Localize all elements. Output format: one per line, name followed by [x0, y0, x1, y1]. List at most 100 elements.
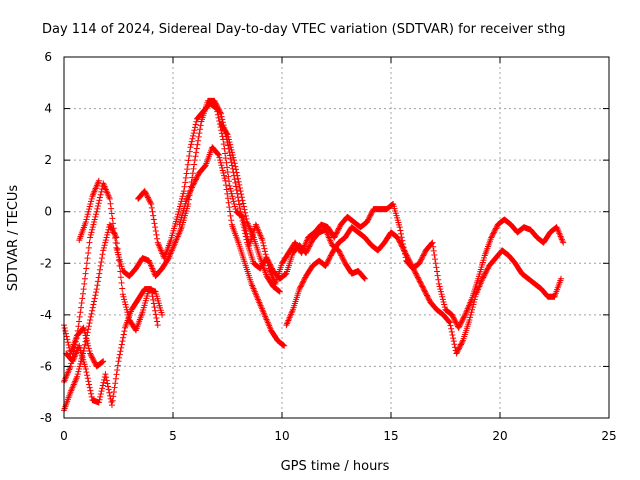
data-point: [191, 127, 198, 134]
data-point: [97, 191, 104, 198]
data-point: [413, 271, 420, 278]
data-point: [240, 216, 247, 223]
data-point: [240, 203, 247, 210]
data-point: [64, 336, 71, 343]
data-point: [197, 122, 204, 129]
data-point: [123, 304, 130, 311]
data-point: [110, 228, 117, 235]
data-point: [88, 229, 95, 236]
data-point: [98, 186, 105, 193]
data-point: [224, 169, 231, 176]
data-point: [118, 341, 125, 348]
data-point: [232, 179, 239, 186]
data-point: [109, 226, 116, 233]
data-point: [192, 121, 199, 128]
data-point: [308, 239, 315, 246]
data-point: [98, 188, 105, 195]
data-point: [91, 298, 98, 305]
data-point: [405, 255, 412, 262]
data-point: [479, 275, 486, 282]
data-point: [483, 268, 490, 275]
data-point: [230, 154, 237, 161]
data-point: [419, 283, 426, 290]
data-point: [416, 278, 423, 285]
data-point: [233, 187, 240, 194]
data-point: [93, 286, 100, 293]
data-point: [176, 206, 183, 213]
data-point: [189, 174, 196, 181]
data-point: [231, 176, 238, 183]
data-point: [439, 296, 446, 303]
data-point: [69, 354, 76, 361]
data-point: [420, 252, 427, 259]
data-point: [227, 141, 234, 148]
data-point: [482, 269, 489, 276]
data-point: [364, 219, 371, 226]
data-point: [398, 230, 405, 237]
data-point: [367, 211, 374, 218]
data-point: [365, 216, 372, 223]
data-point: [117, 274, 124, 281]
data-point: [188, 141, 195, 148]
data-point: [174, 213, 181, 220]
data-point: [416, 260, 423, 267]
data-point: [334, 228, 341, 235]
data-point: [234, 190, 241, 197]
data-point: [102, 371, 109, 378]
data-point: [175, 208, 182, 215]
y-tick-label: -6: [40, 359, 52, 373]
data-point: [214, 111, 221, 118]
data-point: [452, 319, 459, 326]
data-point: [238, 194, 245, 201]
data-point: [411, 268, 418, 275]
data-point: [365, 215, 372, 222]
data-point: [263, 254, 270, 261]
series-sat-c: [63, 286, 161, 409]
data-point: [366, 213, 373, 220]
data-point: [190, 132, 197, 139]
data-point: [276, 288, 283, 295]
data-point: [195, 137, 202, 144]
data-point: [240, 200, 247, 207]
data-point: [335, 225, 342, 232]
y-tick-label: -2: [40, 256, 52, 270]
data-point: [397, 227, 404, 234]
data-point: [92, 292, 99, 299]
data-point: [414, 274, 421, 281]
data-point: [193, 149, 200, 156]
data-point: [216, 154, 223, 161]
data-point: [185, 157, 192, 164]
data-point: [323, 261, 330, 268]
data-point: [397, 239, 404, 246]
data-point: [460, 315, 467, 322]
data-point: [79, 290, 86, 297]
data-point: [297, 284, 304, 291]
data-point: [143, 191, 150, 198]
data-point: [113, 240, 120, 247]
data-point: [179, 193, 186, 200]
data-point: [95, 399, 102, 406]
data-point: [459, 317, 466, 324]
data-point: [187, 144, 194, 151]
data-point: [100, 358, 107, 365]
data-point: [451, 317, 458, 324]
data-point: [418, 282, 425, 289]
data-point: [74, 371, 81, 378]
data-point: [233, 169, 240, 176]
data-point: [106, 195, 113, 202]
data-point: [218, 130, 225, 137]
x-tick-label: 5: [169, 429, 177, 443]
data-point: [420, 251, 427, 258]
data-point: [414, 273, 421, 280]
data-point: [108, 205, 115, 212]
data-point: [331, 234, 338, 241]
data-point: [87, 351, 94, 358]
data-point: [224, 164, 231, 171]
data-point: [72, 338, 79, 345]
data-point: [470, 301, 477, 308]
data-point: [234, 172, 241, 179]
data-point: [416, 277, 423, 284]
data-point: [395, 237, 402, 244]
data-point: [492, 225, 499, 232]
